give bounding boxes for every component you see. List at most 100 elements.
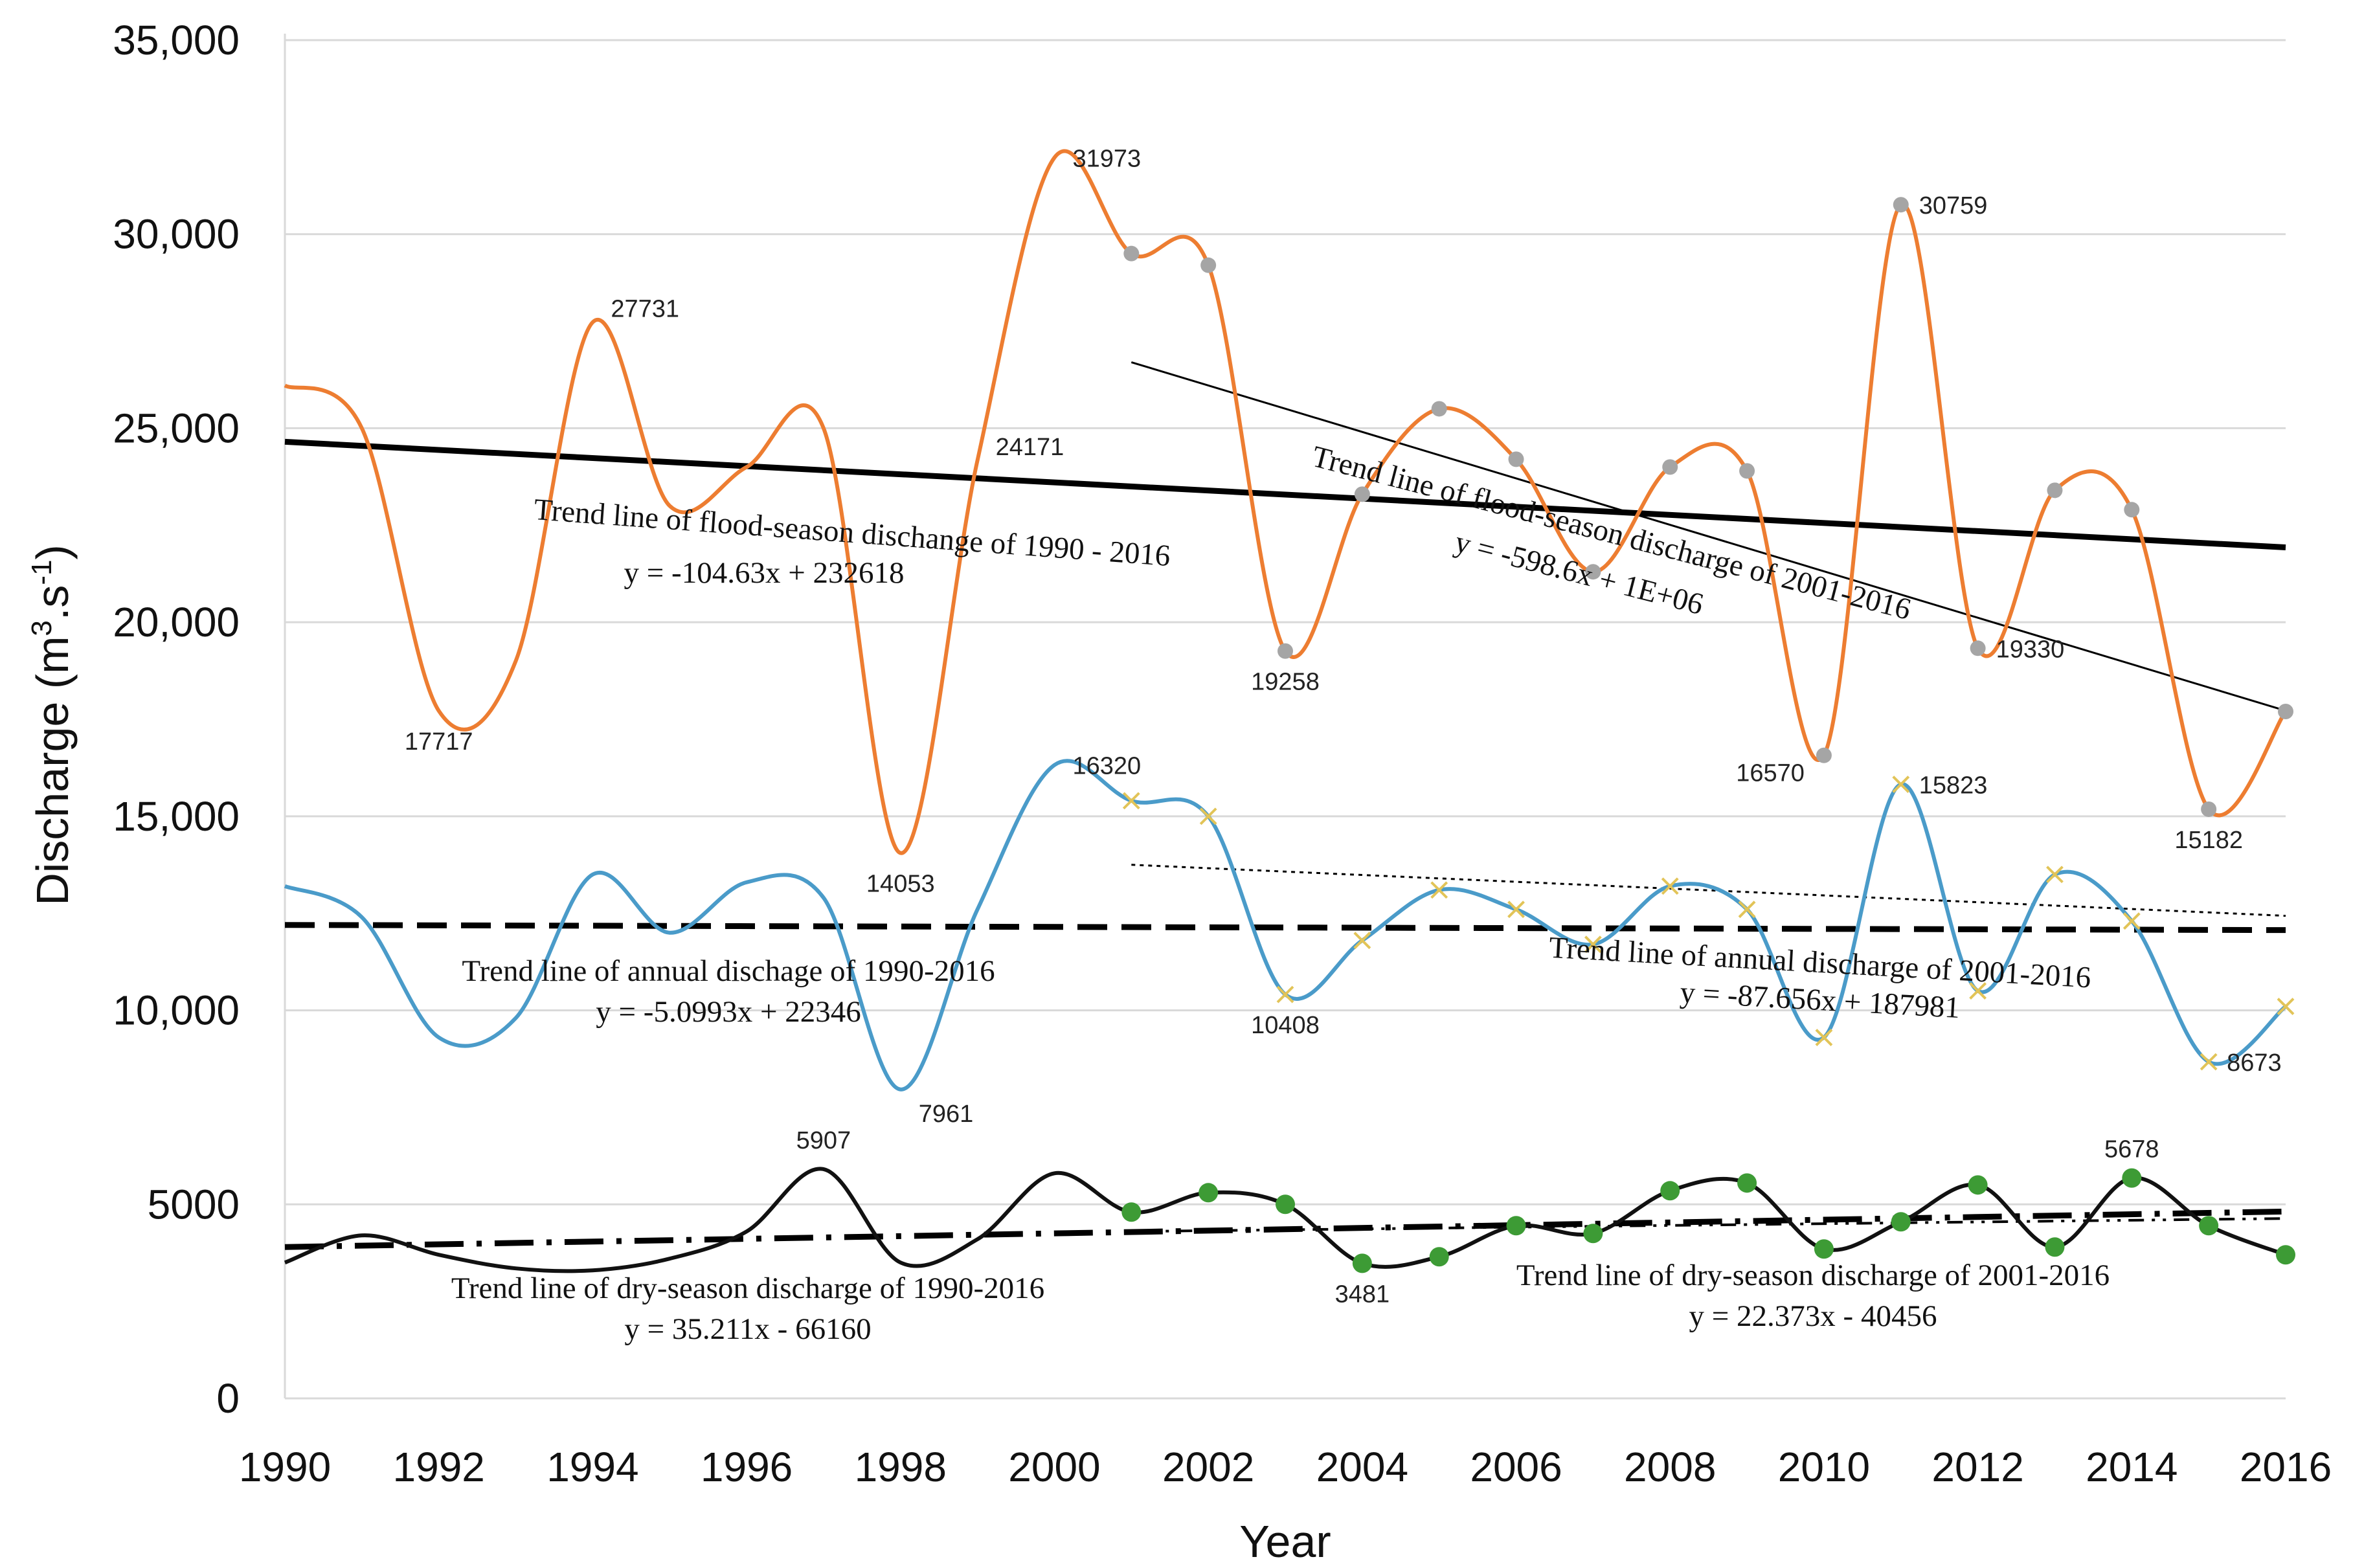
data-label-0-1999: 24171 <box>996 434 1064 461</box>
data-label-0-2012: 19330 <box>1996 636 2065 663</box>
flood-point-2011 <box>1893 197 1909 213</box>
y-axis-title: Discharge (m3.s-1) <box>26 544 78 906</box>
y-tick-30000: 30,000 <box>113 211 240 258</box>
y-tick-5000: 5000 <box>148 1181 240 1227</box>
anno-flood-1990-eq: y = -104.63x + 232618 <box>624 556 905 590</box>
flood-point-2003 <box>1278 643 1293 659</box>
tick-labels: 0 5000 10,000 15,000 20,000 25,000 30,000 35,00… <box>113 17 2332 1490</box>
dry-point-2006 <box>1506 1216 1526 1236</box>
flood-point-2013 <box>2047 482 2063 498</box>
gridlines <box>285 39 2286 1205</box>
data-label-1-2015: 8673 <box>2227 1049 2282 1077</box>
flood-point-2008 <box>1662 459 1678 475</box>
trend-line-flood-1990-2016 <box>284 438 2286 550</box>
data-label-1-1998: 7961 <box>919 1101 974 1128</box>
annual-point-2004 <box>1353 932 1371 950</box>
flood-point-2004 <box>1354 486 1370 502</box>
dry-point-2008 <box>1660 1181 1680 1201</box>
dry-point-2016 <box>2276 1245 2295 1265</box>
trend-line-annual-2001-2016 <box>1131 864 2286 917</box>
y-title-sup1: 3 <box>26 620 58 636</box>
annual-point-2007 <box>1584 935 1602 954</box>
trend-line-annual-1990-2016 <box>284 922 2286 934</box>
y-tick-15000: 15,000 <box>113 793 240 840</box>
x-tick-1990: 1990 <box>239 1444 331 1490</box>
annual-point-2013 <box>2046 866 2064 884</box>
x-tick-2010: 2010 <box>1778 1444 1870 1490</box>
point-labels: 17717 27731 14053 24171 31973 19258 16570 30759… <box>405 145 2282 1308</box>
x-tick-1998: 1998 <box>855 1444 947 1490</box>
x-tick-2012: 2012 <box>1931 1444 2023 1490</box>
series-line-1 <box>284 759 2287 1092</box>
anno-annual-1990-eq: y = -5.0993x + 22346 <box>596 995 861 1029</box>
dry-point-2005 <box>1429 1247 1449 1267</box>
dry-point-2014 <box>2122 1168 2142 1188</box>
data-label-1-2011: 15823 <box>1919 772 1988 800</box>
x-tick-1996: 1996 <box>701 1444 793 1490</box>
data-label-1-2000: 16320 <box>1072 753 1141 780</box>
flood-point-2014 <box>2124 502 2140 518</box>
data-label-2-2014: 5678 <box>2104 1136 2159 1163</box>
dry-point-2001 <box>1121 1202 1142 1222</box>
flood-point-2009 <box>1739 463 1755 479</box>
annual-point-2014 <box>2122 912 2141 930</box>
dry-point-2011 <box>1891 1212 1911 1232</box>
y-title-main: Discharge (m <box>27 636 78 906</box>
data-label-0-2000: 31973 <box>1072 145 1141 172</box>
trend-lines <box>284 361 2286 1250</box>
annual-point-2005 <box>1430 881 1448 899</box>
data-label-0-2011: 30759 <box>1919 192 1988 219</box>
data-label-2-2004: 3481 <box>1335 1281 1390 1308</box>
anno-dry-1990-eq: y = 35.211x - 66160 <box>624 1312 871 1346</box>
data-label-0-2010: 16570 <box>1736 760 1805 787</box>
data-label-0-2015: 15182 <box>2174 827 2243 854</box>
data-label-0-1998: 14053 <box>866 871 935 898</box>
x-tick-2004: 2004 <box>1316 1444 1408 1490</box>
annual-point-2006 <box>1507 901 1525 919</box>
annual-point-2001 <box>1122 792 1140 810</box>
annual-point-2015 <box>2200 1053 2218 1071</box>
data-label-2-1997: 5907 <box>796 1127 851 1154</box>
x-tick-2000: 2000 <box>1008 1444 1100 1490</box>
data-label-1-2003: 10408 <box>1251 1012 1320 1039</box>
annual-point-2008 <box>1661 877 1679 895</box>
y-title-end: ) <box>27 544 78 559</box>
dry-point-2002 <box>1199 1183 1219 1203</box>
x-tick-2006: 2006 <box>1470 1444 1562 1490</box>
flood-point-2012 <box>1970 640 1986 656</box>
annual-point-2002 <box>1199 807 1217 825</box>
data-label-0-2003: 19258 <box>1251 669 1320 696</box>
series-line-0 <box>284 149 2288 855</box>
x-tick-2014: 2014 <box>2086 1444 2178 1490</box>
dry-point-2010 <box>1814 1239 1834 1259</box>
y-title-mid: .s <box>27 585 78 620</box>
y-tick-35000: 35,000 <box>113 17 240 63</box>
dry-point-2012 <box>1968 1175 1988 1195</box>
flood-point-2006 <box>1508 451 1524 467</box>
y-tick-0: 0 <box>216 1375 240 1422</box>
y-tick-25000: 25,000 <box>113 405 240 451</box>
anno-dry-2001-title: Trend line of dry-season discharge of 20… <box>1516 1259 2110 1292</box>
dry-point-2004 <box>1352 1253 1372 1273</box>
x-axis-title: Year <box>1239 1516 1331 1567</box>
flood-point-2010 <box>1816 747 1832 763</box>
anno-dry-2001-eq: y = 22.373x - 40456 <box>1689 1299 1937 1333</box>
dry-point-2013 <box>2045 1237 2065 1257</box>
x-tick-2008: 2008 <box>1624 1444 1716 1490</box>
dry-point-2003 <box>1276 1194 1295 1215</box>
trend-line-dry-2001-2016 <box>1131 1217 2286 1233</box>
annual-point-2012 <box>1969 982 1987 1000</box>
series-lines <box>284 149 2288 1273</box>
data-label-0-1994: 27731 <box>611 296 679 323</box>
x-tick-1994: 1994 <box>546 1444 638 1490</box>
trend-line-flood-2001-2016 <box>1131 361 2286 712</box>
x-tick-2016: 2016 <box>2240 1444 2332 1490</box>
annual-point-2003 <box>1276 985 1294 1003</box>
y-title-sup2: -1 <box>26 560 58 585</box>
dry-point-2015 <box>2199 1216 2219 1236</box>
flood-point-2015 <box>2201 801 2217 817</box>
annual-point-2016 <box>2277 998 2295 1015</box>
x-tick-1992: 1992 <box>393 1444 485 1490</box>
axes <box>284 34 2286 1400</box>
